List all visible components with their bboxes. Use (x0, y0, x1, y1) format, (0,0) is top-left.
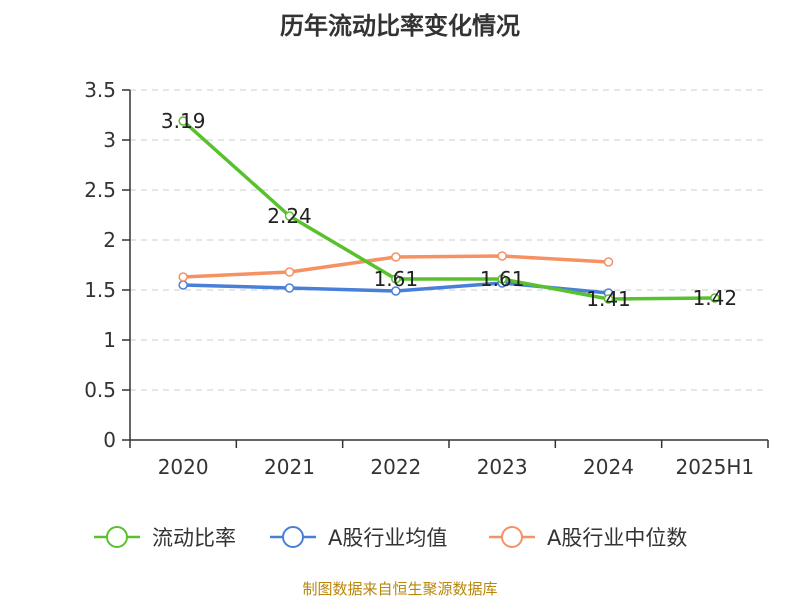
data-label: 1.61 (480, 267, 525, 291)
data-point (391, 274, 401, 284)
data-labels: 3.19 2.24 1.61 1.61 1.41 1.42 (161, 109, 737, 311)
data-point (497, 274, 507, 284)
data-point (284, 211, 295, 221)
data-point (710, 293, 720, 303)
y-tick-label: 3 (103, 128, 116, 152)
x-tick-label: 2024 (583, 455, 634, 479)
y-tick-label: 2 (103, 228, 116, 252)
legend-label: A股行业中位数 (547, 526, 687, 550)
legend-marker (282, 526, 304, 548)
legend-marker (106, 526, 128, 548)
y-tick-label: 0 (103, 428, 116, 452)
x-tick-label: 2020 (158, 455, 209, 479)
data-point (603, 294, 614, 304)
series-lines (178, 116, 720, 304)
legend-label: 流动比率 (152, 526, 236, 550)
x-tick-label: 2025H1 (675, 455, 754, 479)
source-note: 制图数据来自恒生聚源数据库 (302, 580, 498, 598)
data-point (497, 251, 507, 261)
legend-marker (501, 526, 523, 548)
data-point (391, 286, 401, 296)
axes: 0 0.5 1 1.5 2 2.5 3 3.5 2020 2021 2022 2023 2024 2025… (84, 78, 769, 479)
x-tick-label: 2022 (370, 455, 421, 479)
chart-title: 历年流动比率变化情况 (280, 12, 520, 40)
data-label: 1.61 (374, 267, 419, 291)
data-point (178, 116, 188, 126)
legend-label: A股行业均值 (328, 526, 447, 550)
grid-lines (130, 89, 768, 391)
y-tick-label: 1.5 (84, 278, 116, 302)
data-label: 3.19 (161, 109, 206, 133)
y-tick-label: 0.5 (84, 378, 116, 402)
x-tick-label: 2023 (477, 455, 528, 479)
data-point (178, 280, 188, 290)
series-line (182, 119, 715, 301)
y-tick-label: 3.5 (84, 78, 116, 102)
y-tick-label: 2.5 (84, 178, 116, 202)
data-point (603, 257, 614, 267)
data-point (284, 267, 295, 277)
data-label: 1.42 (693, 286, 738, 310)
data-label: 2.24 (267, 204, 312, 228)
legend: 流动比率 A股行业均值 A股行业中位数 (94, 526, 687, 550)
y-tick-label: 1 (103, 328, 116, 352)
data-label: 1.41 (586, 287, 631, 311)
data-point (178, 272, 188, 282)
data-point (391, 252, 401, 262)
x-tick-label: 2021 (264, 455, 315, 479)
data-point (284, 283, 295, 293)
